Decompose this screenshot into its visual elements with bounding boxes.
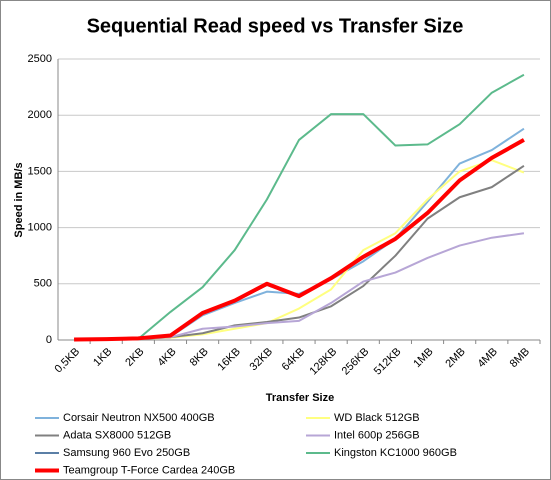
- y-axis-title: Speed in MB/s: [13, 162, 25, 237]
- y-tick-label: 1500: [28, 165, 52, 177]
- y-tick-label: 2000: [28, 109, 52, 121]
- legend-label: Kingston KC1000 960GB: [334, 447, 457, 459]
- y-tick-label: 1000: [28, 222, 52, 234]
- legend-label: Corsair Neutron NX500 400GB: [63, 412, 215, 424]
- legend-label: WD Black 512GB: [334, 412, 420, 424]
- legend-label: Samsung 960 Evo 250GB: [63, 447, 190, 459]
- series-line: [74, 138, 525, 342]
- series-line: [74, 73, 525, 341]
- y-tick-label: 500: [34, 278, 52, 290]
- x-axis-title: Transfer Size: [266, 392, 334, 404]
- legend-label: Teamgroup T-Force Cardea 240GB: [63, 464, 235, 476]
- y-tick-label: 2500: [28, 53, 52, 65]
- y-tick-label: 0: [46, 334, 52, 346]
- legend-label: Adata SX8000 512GB: [63, 429, 171, 441]
- legend-label: Intel 600p 256GB: [334, 429, 420, 441]
- chart-title: Sequential Read speed vs Transfer Size: [87, 15, 464, 37]
